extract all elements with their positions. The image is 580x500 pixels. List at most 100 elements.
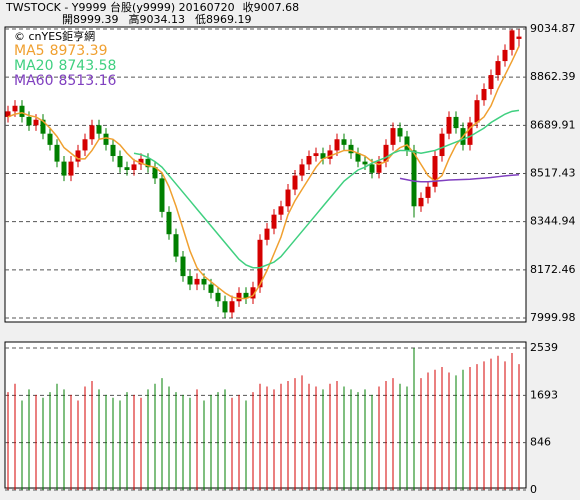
candle-body <box>138 158 144 165</box>
candle-body <box>334 139 340 151</box>
candle-body <box>362 161 368 165</box>
low-label: 低 <box>195 13 206 26</box>
source: © cnYES鉅亨網 <box>14 29 95 43</box>
candle-body <box>425 186 431 198</box>
legend-name: MA20 <box>14 58 53 74</box>
candle-body <box>159 178 165 212</box>
legend-value: 8973.39 <box>50 43 108 59</box>
header-line-2: 開8999.39 高9034.13 低8969.19 <box>62 12 252 26</box>
candle-body <box>264 228 270 240</box>
candle-body <box>201 278 207 285</box>
candle-body <box>89 125 95 140</box>
legend-value: 8513.16 <box>58 73 116 89</box>
ma-line <box>399 173 520 183</box>
close-label: 收 <box>243 0 254 14</box>
candle-body <box>229 301 235 313</box>
candle-body <box>376 161 382 173</box>
candle-body <box>54 144 60 162</box>
y-tick-label: 8862.39 <box>530 70 576 83</box>
candle-body <box>82 139 88 151</box>
candle-body <box>299 164 305 176</box>
legend-entry: MA5 8973.39 <box>14 43 107 59</box>
candle-body <box>96 125 102 134</box>
plot-area <box>5 28 526 491</box>
candle-body <box>446 116 452 134</box>
candle-body <box>117 156 123 168</box>
candle-body <box>12 105 18 112</box>
candle-body <box>404 136 410 151</box>
volume-panel <box>4 341 527 489</box>
candle-body <box>495 61 501 76</box>
y-tick-label: 0 <box>530 483 537 496</box>
candle-body <box>467 122 473 145</box>
legend-value: 8743.58 <box>58 58 116 74</box>
candle-body <box>103 133 109 145</box>
y-tick-label: 8689.91 <box>530 118 576 131</box>
low-value: 8969.19 <box>206 13 252 26</box>
candle-body <box>194 278 200 285</box>
candle-body <box>411 150 417 207</box>
y-tick-label: 9034.87 <box>530 22 576 35</box>
candle-body <box>432 156 438 187</box>
candle-body <box>509 30 515 50</box>
candle-body <box>47 133 53 145</box>
candle-body <box>222 301 228 313</box>
header-line-1: TWSTOCK - Y9999 台股(y9999) 20160720 收9007.… <box>5 0 299 14</box>
legend-entry: MA20 8743.58 <box>14 58 116 74</box>
legend-name: MA5 <box>14 43 45 59</box>
candle-body <box>173 234 179 257</box>
candle-body <box>418 197 424 207</box>
candle-body <box>292 175 298 190</box>
candle-body <box>68 161 74 176</box>
candle-body <box>243 292 249 299</box>
candle-body <box>348 144 354 154</box>
y-tick-label: 1693 <box>530 388 558 401</box>
close-value: 9007.68 <box>254 1 300 14</box>
candle-body <box>75 150 81 162</box>
ma-line <box>133 109 520 269</box>
y-tick-label: 8517.43 <box>530 166 576 179</box>
legend-entry: MA60 8513.16 <box>14 73 116 89</box>
candle-body <box>110 144 116 157</box>
candle-body <box>390 128 396 145</box>
candle-body <box>208 284 214 293</box>
y-tick-label: 2539 <box>530 341 558 354</box>
candle-body <box>187 276 193 285</box>
candle-body <box>33 119 39 126</box>
candle-body <box>285 189 291 207</box>
candle-body <box>19 105 25 117</box>
high-value: 9034.13 <box>140 13 186 26</box>
candle-body <box>355 153 361 162</box>
candle-body <box>152 167 158 179</box>
candle-body <box>124 167 130 170</box>
candle-body <box>502 49 508 62</box>
candle-body <box>313 153 319 157</box>
ma-line <box>7 45 520 300</box>
candle-body <box>145 158 151 168</box>
candle-body <box>488 75 494 90</box>
candle-body <box>257 239 263 288</box>
candle-body <box>474 100 480 123</box>
candle-body <box>369 164 375 173</box>
candle-body <box>306 156 312 165</box>
y-tick-label: 8172.46 <box>530 263 576 276</box>
candle-body <box>26 116 32 126</box>
candle-body <box>236 292 242 302</box>
candle-body <box>166 211 172 235</box>
candle-body <box>250 287 256 299</box>
candle-body <box>320 153 326 159</box>
candle-body <box>271 214 277 229</box>
candle-body <box>516 36 522 39</box>
candle-body <box>131 164 137 170</box>
open-value: 8999.39 <box>73 13 119 26</box>
candle-body <box>341 139 347 145</box>
candle-body <box>383 144 389 162</box>
candle-body <box>61 161 67 176</box>
candle-body <box>327 150 333 159</box>
candle-body <box>397 128 403 137</box>
candle-body <box>5 111 11 117</box>
legend-name: MA60 <box>14 73 53 89</box>
y-tick-label: 7999.98 <box>530 311 576 324</box>
